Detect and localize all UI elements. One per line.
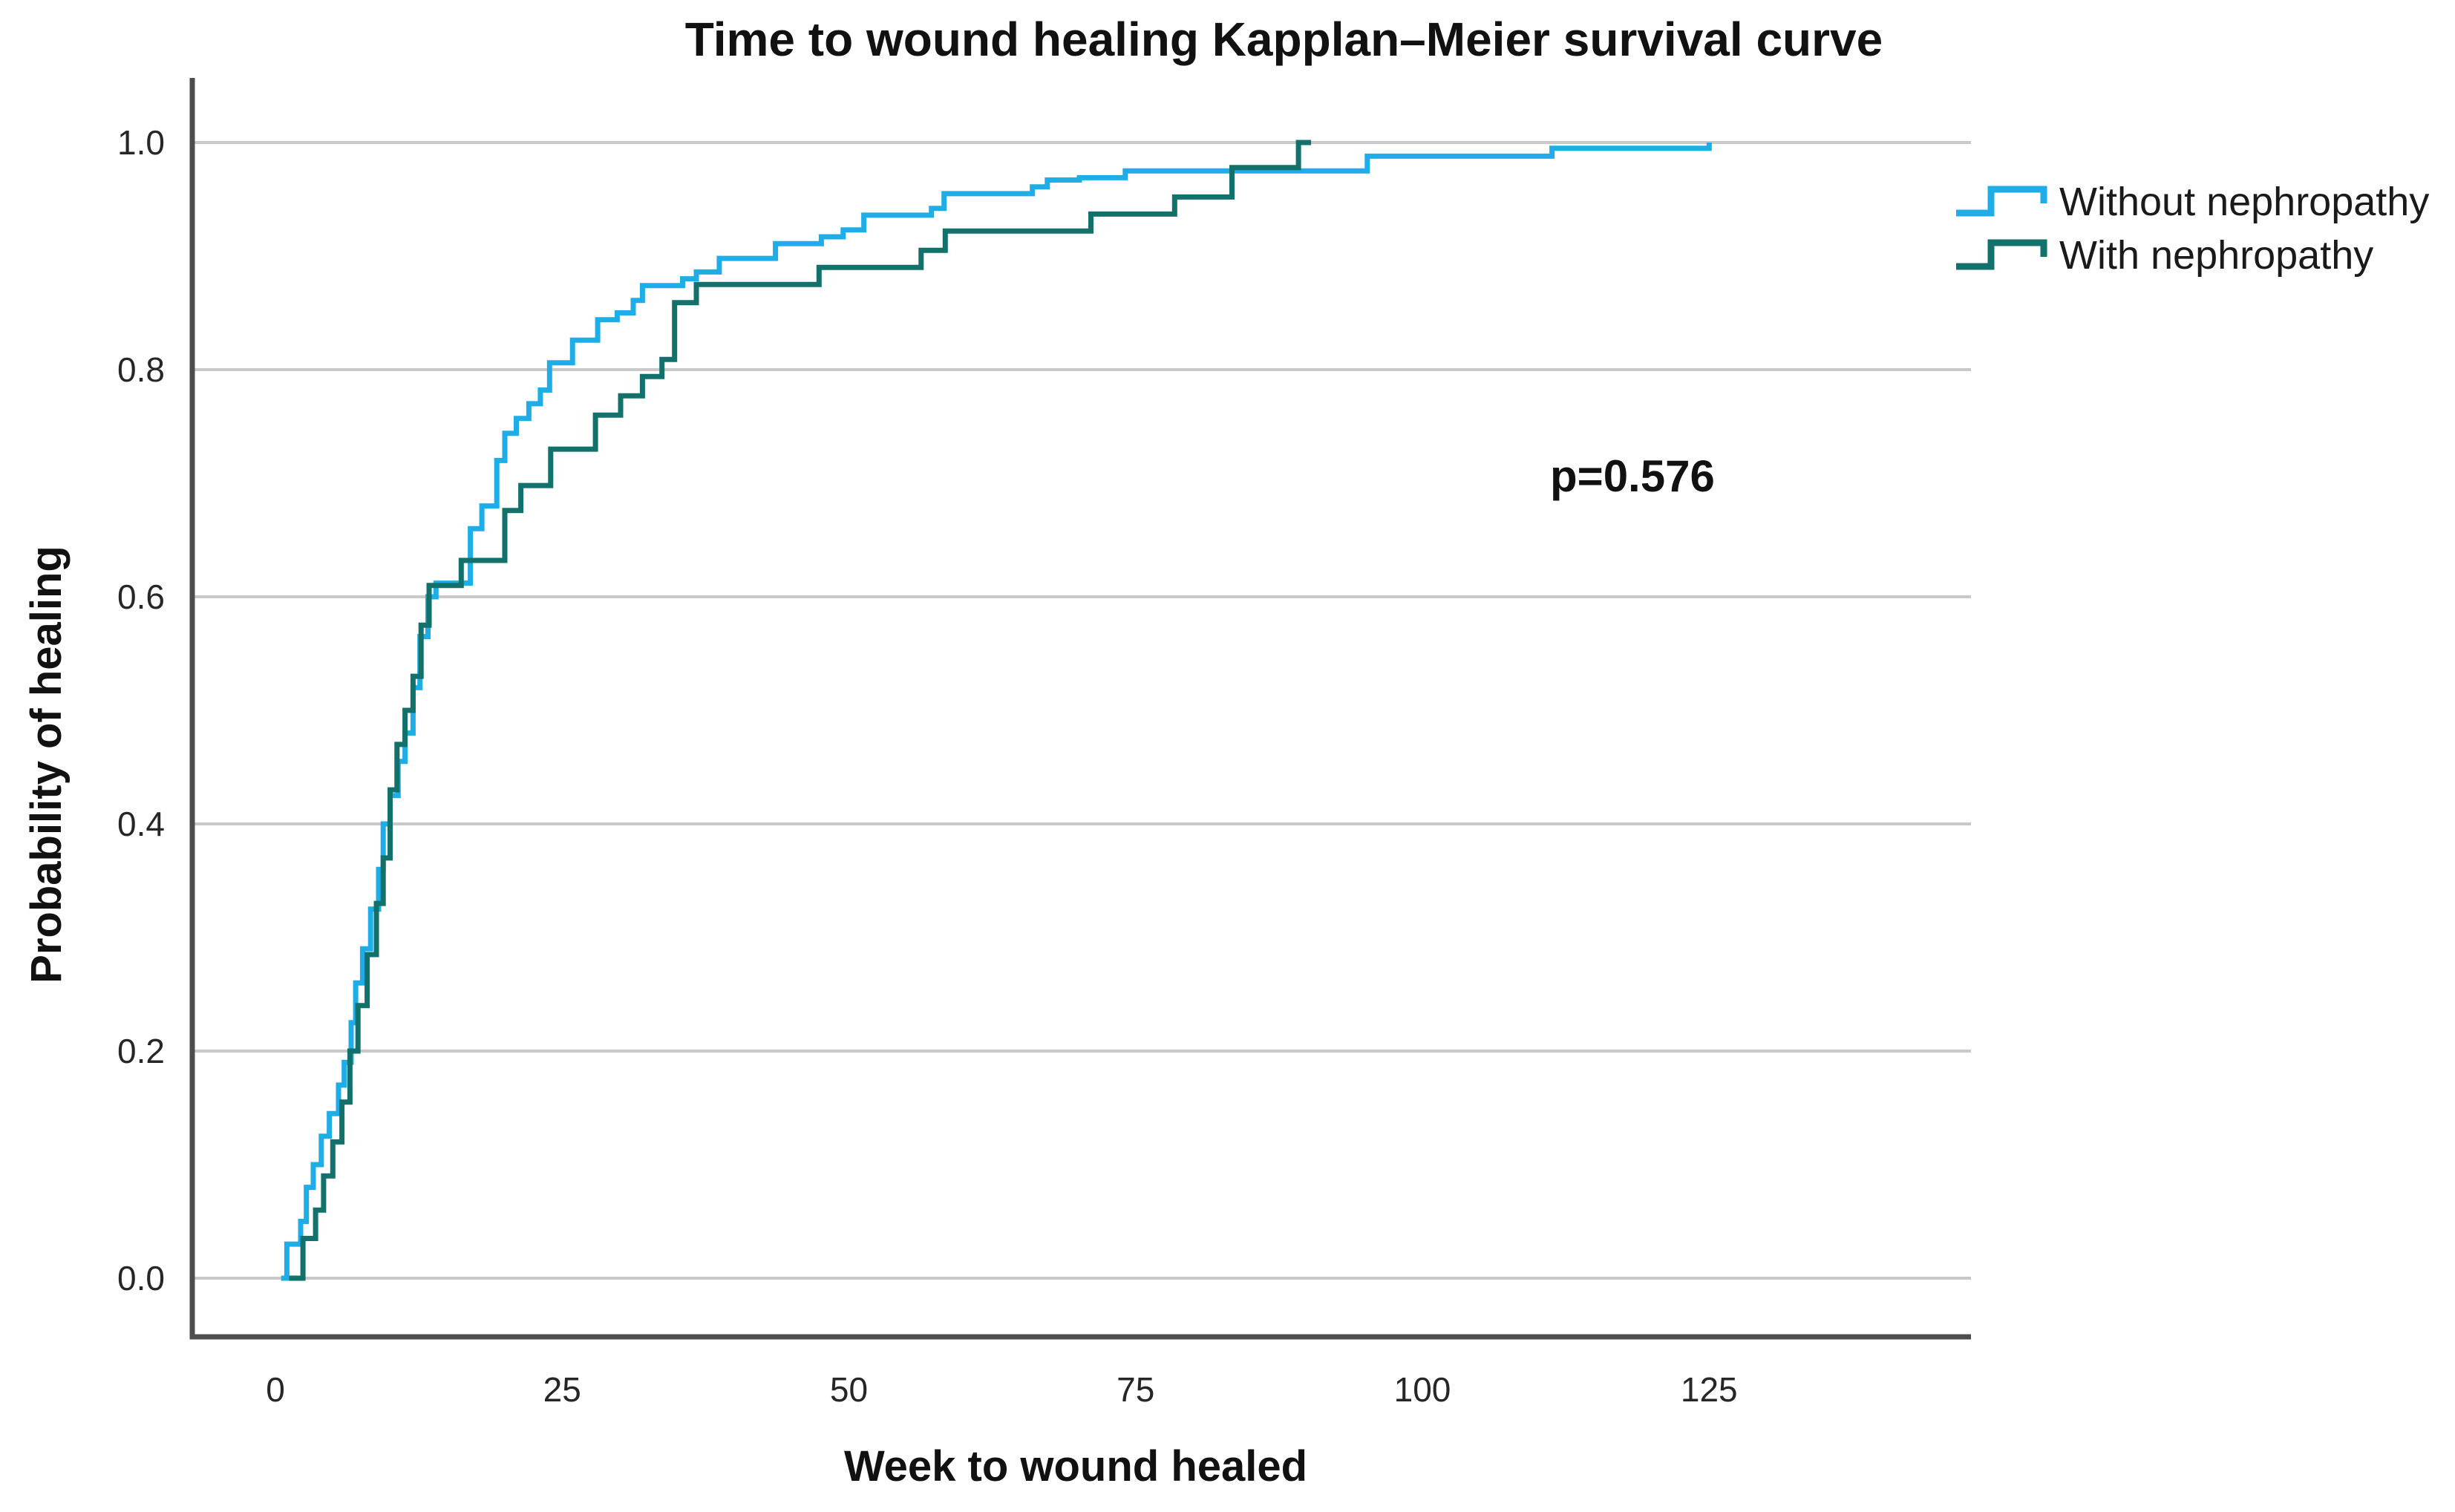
survival-curves [281, 140, 1712, 1281]
y-tick-label: 1.0 [117, 123, 165, 162]
gridlines [192, 141, 1971, 1280]
x-tick-label: 50 [830, 1370, 868, 1409]
curve-without-nephropathy [281, 143, 1712, 1281]
legend-item-with-nephropathy: With nephropathy [1954, 232, 2429, 279]
x-axis-title: Week to wound healed [844, 1442, 1307, 1490]
y-tick-label: 0.8 [117, 350, 165, 389]
legend: Without nephropathy With nephropathy [1954, 178, 2429, 279]
y-tick-label: 0.2 [117, 1032, 165, 1070]
y-axis-title: Probability of healing [22, 546, 71, 984]
x-tick-label: 125 [1681, 1370, 1738, 1409]
x-tick-label: 0 [266, 1370, 285, 1409]
step-line-icon [1956, 186, 2047, 217]
legend-item-without-nephropathy: Without nephropathy [1954, 178, 2429, 226]
curve-with-nephropathy [289, 140, 1312, 1281]
x-tick-label: 25 [543, 1370, 581, 1409]
legend-label-without-nephropathy: Without nephropathy [2059, 180, 2430, 224]
y-tick-label: 0.0 [117, 1259, 165, 1297]
chart-title: Time to wound healing Kapplan–Meier surv… [684, 13, 1883, 66]
y-tick-label: 0.6 [117, 577, 165, 616]
x-tick-label: 100 [1394, 1370, 1451, 1409]
step-line-icon [1956, 239, 2047, 270]
axis-lines [189, 78, 1971, 1340]
x-tick-label: 75 [1117, 1370, 1154, 1409]
p-value-annotation: p=0.576 [1550, 451, 1715, 501]
y-tick-labels: 1.0 0.8 0.6 0.4 0.2 0.0 [117, 123, 165, 1297]
y-tick-label: 0.4 [117, 805, 165, 843]
x-tick-labels: 0 25 50 75 100 125 [266, 1370, 1737, 1409]
legend-label-with-nephropathy: With nephropathy [2059, 233, 2374, 278]
